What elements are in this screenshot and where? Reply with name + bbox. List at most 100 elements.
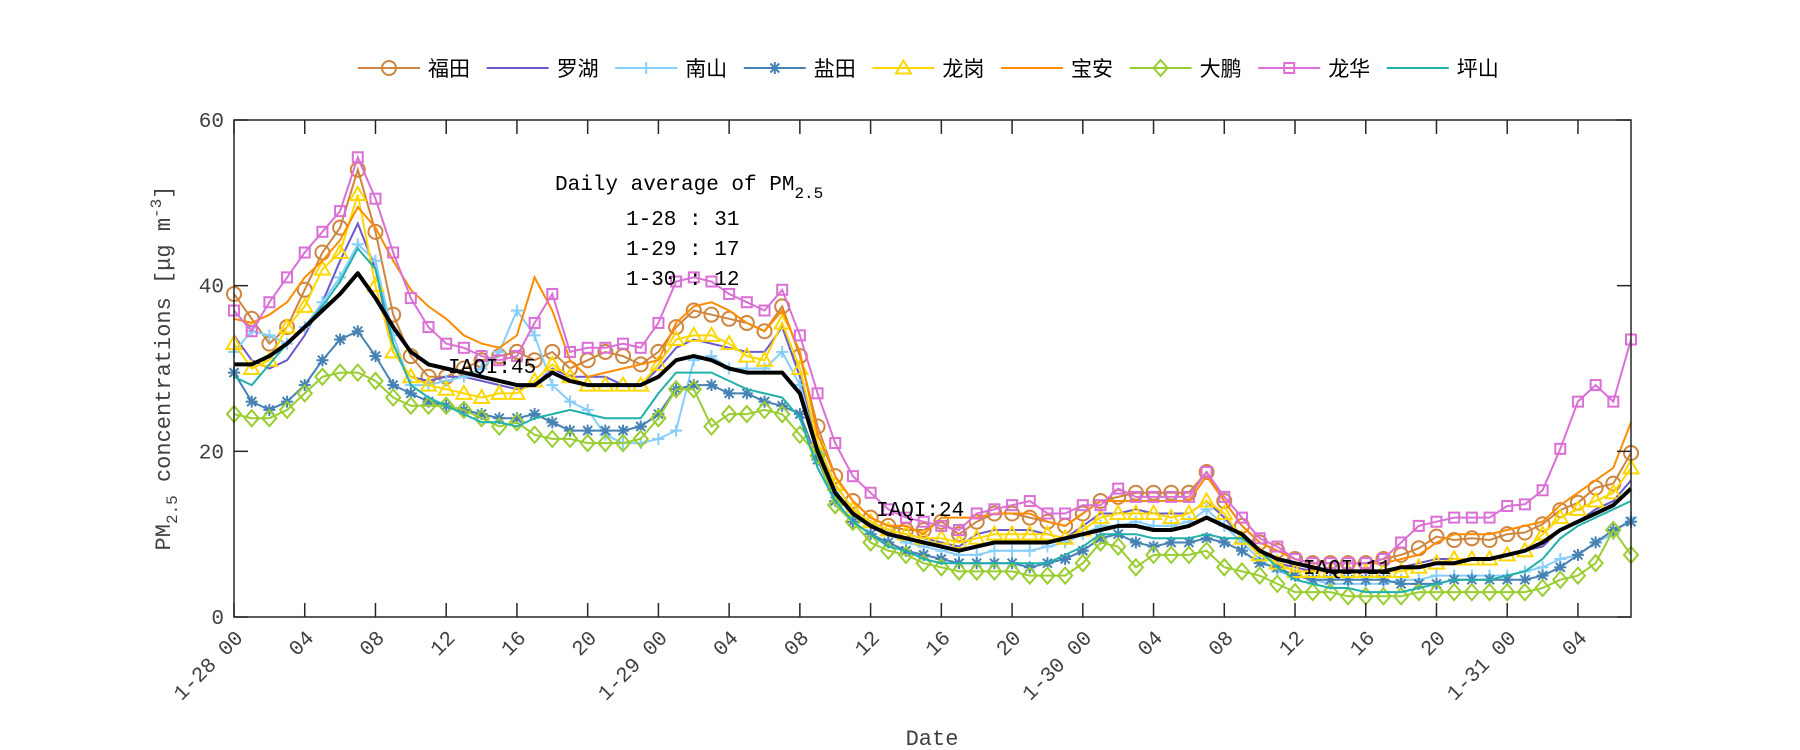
- data-point-大鹏: [1092, 532, 1109, 552]
- data-point-大鹏: [561, 429, 579, 449]
- data-point-龙岗: [985, 524, 1004, 541]
- data-point-福田: [1074, 505, 1091, 522]
- data-point-大鹏: [597, 433, 614, 453]
- data-point-大鹏: [1551, 570, 1569, 590]
- data-point-龙华: [846, 470, 859, 483]
- data-point-大鹏: [1322, 582, 1339, 602]
- legend-item-南山[interactable]: 南山: [615, 57, 727, 81]
- data-point-龙华: [1094, 499, 1107, 512]
- data-point-盐田: [351, 325, 364, 338]
- data-point-大鹏: [1498, 582, 1516, 602]
- data-point-大鹏: [933, 557, 950, 577]
- data-point-龙华: [953, 524, 966, 537]
- data-point-龙华: [935, 519, 948, 532]
- legend-item-坪山[interactable]: 坪山: [1386, 57, 1499, 81]
- data-point-福田: [632, 356, 649, 373]
- data-point-大鹏: [986, 561, 1003, 581]
- data-point-龙华: [723, 287, 736, 300]
- data-point-福田: [703, 306, 720, 323]
- legend-label: 大鹏: [1200, 57, 1242, 81]
- x-tick-label: 04: [286, 628, 320, 662]
- data-point-盐田: [723, 387, 736, 400]
- x-tick-label: 1-30 00: [1019, 628, 1098, 707]
- data-point-大鹏: [314, 367, 331, 387]
- data-point-龙岗: [277, 317, 297, 334]
- x-tick-label: 20: [1417, 628, 1451, 662]
- data-point-龙岗: [1161, 508, 1181, 525]
- data-point-福田: [933, 513, 950, 530]
- data-point-龙岗: [737, 346, 757, 363]
- data-point-龙华: [334, 205, 347, 218]
- data-point-龙岗: [1604, 483, 1623, 500]
- data-point-盐田: [1218, 536, 1231, 549]
- data-point-龙华: [988, 503, 1001, 516]
- legend-label: 福田: [428, 57, 470, 81]
- legend-label: 南山: [685, 57, 727, 81]
- data-point-龙华: [882, 503, 895, 516]
- data-point-大鹏: [720, 404, 738, 424]
- data-point-龙华: [1271, 540, 1284, 553]
- data-point-福田: [685, 302, 702, 319]
- data-point-龙华: [740, 296, 753, 309]
- x-tick-label: 04: [1559, 628, 1593, 662]
- data-point-龙华: [634, 341, 647, 354]
- data-point-龙华: [1112, 482, 1125, 495]
- data-point-大鹏: [1445, 582, 1463, 602]
- legend-item-盐田[interactable]: 盐田: [743, 57, 856, 81]
- data-point-龙岗: [543, 354, 562, 371]
- data-point-福田: [1375, 551, 1392, 568]
- data-point-龙岗: [242, 358, 261, 375]
- x-tick-label: 04: [1134, 628, 1168, 662]
- data-point-大鹏: [826, 495, 844, 515]
- data-point-福田: [1216, 493, 1233, 510]
- data-point-大鹏: [1463, 582, 1481, 602]
- data-point-龙华: [1501, 500, 1514, 513]
- data-point-龙岗: [313, 259, 332, 276]
- legend-item-龙岗[interactable]: 龙岗: [872, 57, 984, 81]
- data-point-龙华: [351, 151, 364, 164]
- legend-item-宝安[interactable]: 宝安: [1001, 57, 1113, 81]
- data-point-龙华: [793, 329, 806, 342]
- legend-item-福田[interactable]: 福田: [358, 57, 470, 81]
- data-point-龙华: [599, 341, 612, 354]
- series-大鹏: [225, 363, 1640, 606]
- legend-marker-square-icon: [1283, 62, 1296, 74]
- data-point-龙岗: [419, 375, 438, 392]
- legend-item-龙华[interactable]: 龙华: [1258, 57, 1370, 81]
- legend-marker-triangle-icon: [894, 58, 913, 75]
- legend-label: 宝安: [1071, 57, 1113, 81]
- series-line-坪山: [233, 246, 1632, 594]
- x-tick-label: 04: [710, 628, 744, 662]
- data-point-大鹏: [1039, 566, 1056, 586]
- data-point-龙岗: [330, 243, 350, 260]
- data-point-龙岗: [454, 383, 474, 400]
- data-point-龙华: [563, 345, 576, 358]
- data-point-大鹏: [1269, 574, 1286, 594]
- y-axis-title: PM2.5 concentrations [μg m-3]: [148, 186, 182, 551]
- data-point-大鹏: [455, 400, 473, 420]
- data-point-龙岗: [1108, 503, 1128, 520]
- plot-lines: [224, 151, 1641, 606]
- data-point-龙华: [1059, 507, 1072, 520]
- x-tick-label: 12: [1276, 628, 1310, 662]
- legend-item-大鹏[interactable]: 大鹏: [1129, 57, 1242, 81]
- data-point-龙华: [581, 341, 594, 354]
- data-point-龙岗: [932, 528, 951, 545]
- x-tick-label: 08: [356, 628, 390, 662]
- data-point-福田: [597, 343, 614, 360]
- data-point-龙岗: [1038, 524, 1057, 541]
- data-point-大鹏: [1304, 582, 1322, 602]
- data-point-龙华: [1218, 490, 1231, 503]
- data-point-龙岗: [1215, 503, 1234, 520]
- data-point-福田: [721, 310, 738, 327]
- data-point-大鹏: [1251, 566, 1268, 586]
- x-tick-label: 16: [498, 628, 532, 662]
- data-point-龙华: [1483, 511, 1496, 524]
- legend-item-罗湖[interactable]: 罗湖: [486, 57, 599, 81]
- data-point-大鹏: [1056, 566, 1074, 586]
- data-point-盐田: [316, 354, 329, 367]
- data-point-南山: [510, 304, 523, 317]
- data-point-大鹏: [296, 383, 314, 403]
- data-point-龙岗: [348, 185, 368, 202]
